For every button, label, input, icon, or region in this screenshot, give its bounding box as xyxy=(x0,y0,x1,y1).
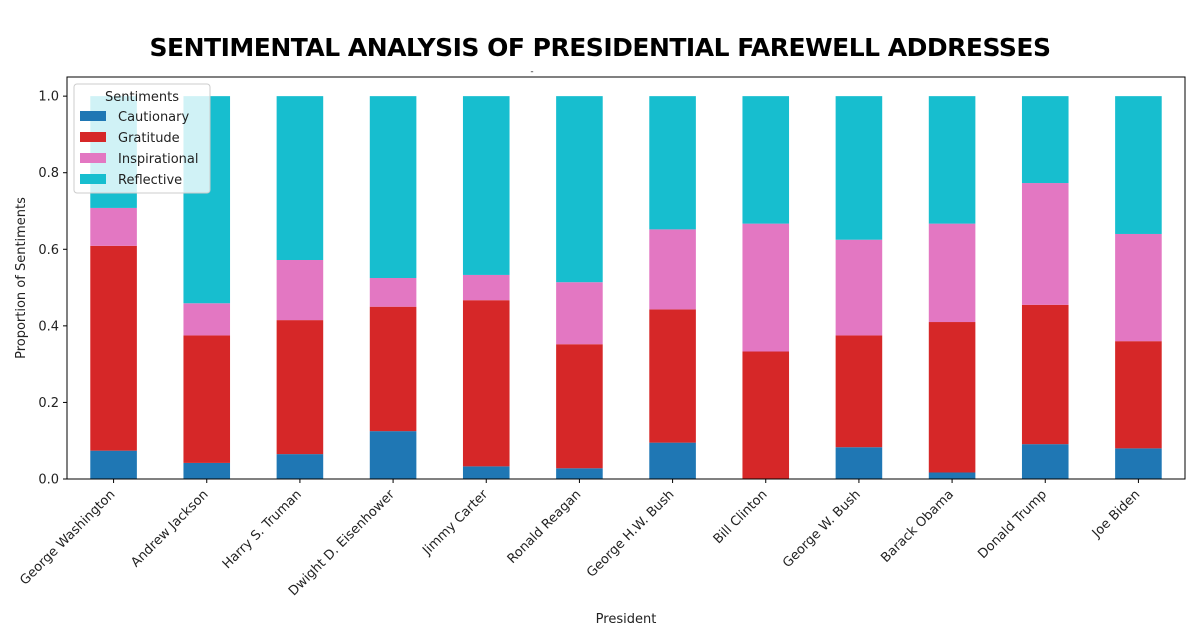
bar-segment-cautionary-2 xyxy=(276,454,324,479)
y-axis: 0.0 0.2 0.4 0.6 0.8 1.0 xyxy=(38,90,67,488)
y-tick-label: 0.4 xyxy=(38,319,59,334)
bar-segment-cautionary-11 xyxy=(1115,448,1162,479)
x-tick-label: George H.W. Bush xyxy=(584,487,677,580)
legend-swatch-cautionary xyxy=(80,111,106,121)
y-tick-label: 0.8 xyxy=(38,166,59,181)
bar-segment-inspirational-5 xyxy=(556,282,603,345)
x-tick-label: Dwight D. Eisenhower xyxy=(286,487,398,599)
y-axis-label: Proportion of Sentiments xyxy=(14,197,29,359)
bar-segment-inspirational-7 xyxy=(742,223,790,352)
chart-title: SENTIMENTAL ANALYSIS OF PRESIDENTIAL FAR… xyxy=(150,33,1051,62)
bar-segment-cautionary-0 xyxy=(90,450,137,479)
bar-segment-inspirational-8 xyxy=(835,239,883,336)
x-tick-label: George Washington xyxy=(17,487,118,588)
bar-segment-reflective-4 xyxy=(462,96,510,275)
y-tick-label: 1.0 xyxy=(38,90,59,105)
bar-segment-inspirational-1 xyxy=(183,303,231,336)
x-tick-label: Joe Biden xyxy=(1089,487,1143,541)
bar-segment-gratitude-7 xyxy=(742,351,790,479)
bar-segment-inspirational-0 xyxy=(90,207,137,246)
bar-segment-inspirational-3 xyxy=(369,278,417,307)
legend-label-cautionary: Cautionary xyxy=(118,110,189,125)
bar-segment-inspirational-9 xyxy=(928,223,976,323)
bar-segment-gratitude-0 xyxy=(90,245,137,451)
bar-segment-inspirational-2 xyxy=(276,260,324,321)
y-tick-label: 0.6 xyxy=(38,243,59,258)
bars-group xyxy=(90,96,1162,479)
bar-segment-gratitude-3 xyxy=(369,306,417,432)
bar-segment-reflective-10 xyxy=(1021,96,1069,184)
bar-segment-cautionary-6 xyxy=(649,442,696,479)
bar-segment-gratitude-6 xyxy=(649,309,696,443)
bar-segment-cautionary-8 xyxy=(835,447,883,479)
bar-segment-inspirational-10 xyxy=(1021,183,1069,305)
legend-label-inspirational: Inspirational xyxy=(118,152,199,167)
x-tick-label: George W. Bush xyxy=(780,487,864,571)
bar-segment-gratitude-4 xyxy=(462,300,510,467)
bar-segment-gratitude-11 xyxy=(1115,341,1162,449)
chart-subtitle: - xyxy=(530,67,533,77)
x-tick-label: Ronald Reagan xyxy=(505,487,585,567)
bar-segment-gratitude-8 xyxy=(835,335,883,448)
bar-segment-reflective-6 xyxy=(649,96,696,230)
x-tick-label: Donald Trump xyxy=(975,487,1050,562)
legend-label-reflective: Reflective xyxy=(118,173,182,188)
bar-segment-reflective-9 xyxy=(928,96,976,224)
x-axis-label: President xyxy=(596,612,657,627)
x-tick-label: Bill Clinton xyxy=(711,487,771,547)
bar-segment-gratitude-5 xyxy=(556,344,603,469)
bar-segment-inspirational-4 xyxy=(462,274,510,301)
bar-segment-reflective-7 xyxy=(742,96,790,224)
x-tick-label: Harry S. Truman xyxy=(220,487,305,572)
x-tick-label: Jimmy Carter xyxy=(419,487,491,559)
legend-swatch-reflective xyxy=(80,174,106,184)
bar-segment-reflective-2 xyxy=(276,96,324,261)
bar-segment-cautionary-4 xyxy=(462,466,510,479)
legend-swatch-gratitude xyxy=(80,132,106,142)
bar-segment-gratitude-1 xyxy=(183,335,231,463)
bar-segment-cautionary-3 xyxy=(369,431,417,479)
bar-segment-gratitude-9 xyxy=(928,322,976,473)
bar-segment-inspirational-11 xyxy=(1115,233,1162,342)
y-tick-label: 0.0 xyxy=(38,473,59,488)
bar-segment-cautionary-1 xyxy=(183,462,231,479)
bar-segment-gratitude-10 xyxy=(1021,304,1069,445)
bar-segment-inspirational-6 xyxy=(649,229,696,310)
legend-box xyxy=(73,83,211,194)
legend: Sentiments Cautionary Gratitude Inspiration… xyxy=(73,83,211,194)
legend-label-gratitude: Gratitude xyxy=(118,131,180,146)
y-tick-label: 0.2 xyxy=(38,396,59,411)
x-axis: George Washington Andrew Jackson Harry S. … xyxy=(17,479,1143,599)
bar-segment-reflective-8 xyxy=(835,96,883,240)
x-tick-label: Andrew Jackson xyxy=(128,487,211,570)
plot-frame xyxy=(66,76,1186,480)
legend-title: Sentiments xyxy=(105,90,179,105)
bar-segment-reflective-3 xyxy=(369,96,417,279)
bar-segment-reflective-11 xyxy=(1115,96,1162,234)
bar-segment-cautionary-5 xyxy=(556,468,603,479)
bar-segment-gratitude-2 xyxy=(276,320,324,455)
bar-segment-cautionary-10 xyxy=(1021,444,1069,479)
legend-swatch-inspirational xyxy=(80,153,106,163)
bar-segment-cautionary-9 xyxy=(928,472,976,479)
x-tick-label: Barack Obama xyxy=(878,487,957,566)
bar-segment-reflective-5 xyxy=(556,96,603,283)
